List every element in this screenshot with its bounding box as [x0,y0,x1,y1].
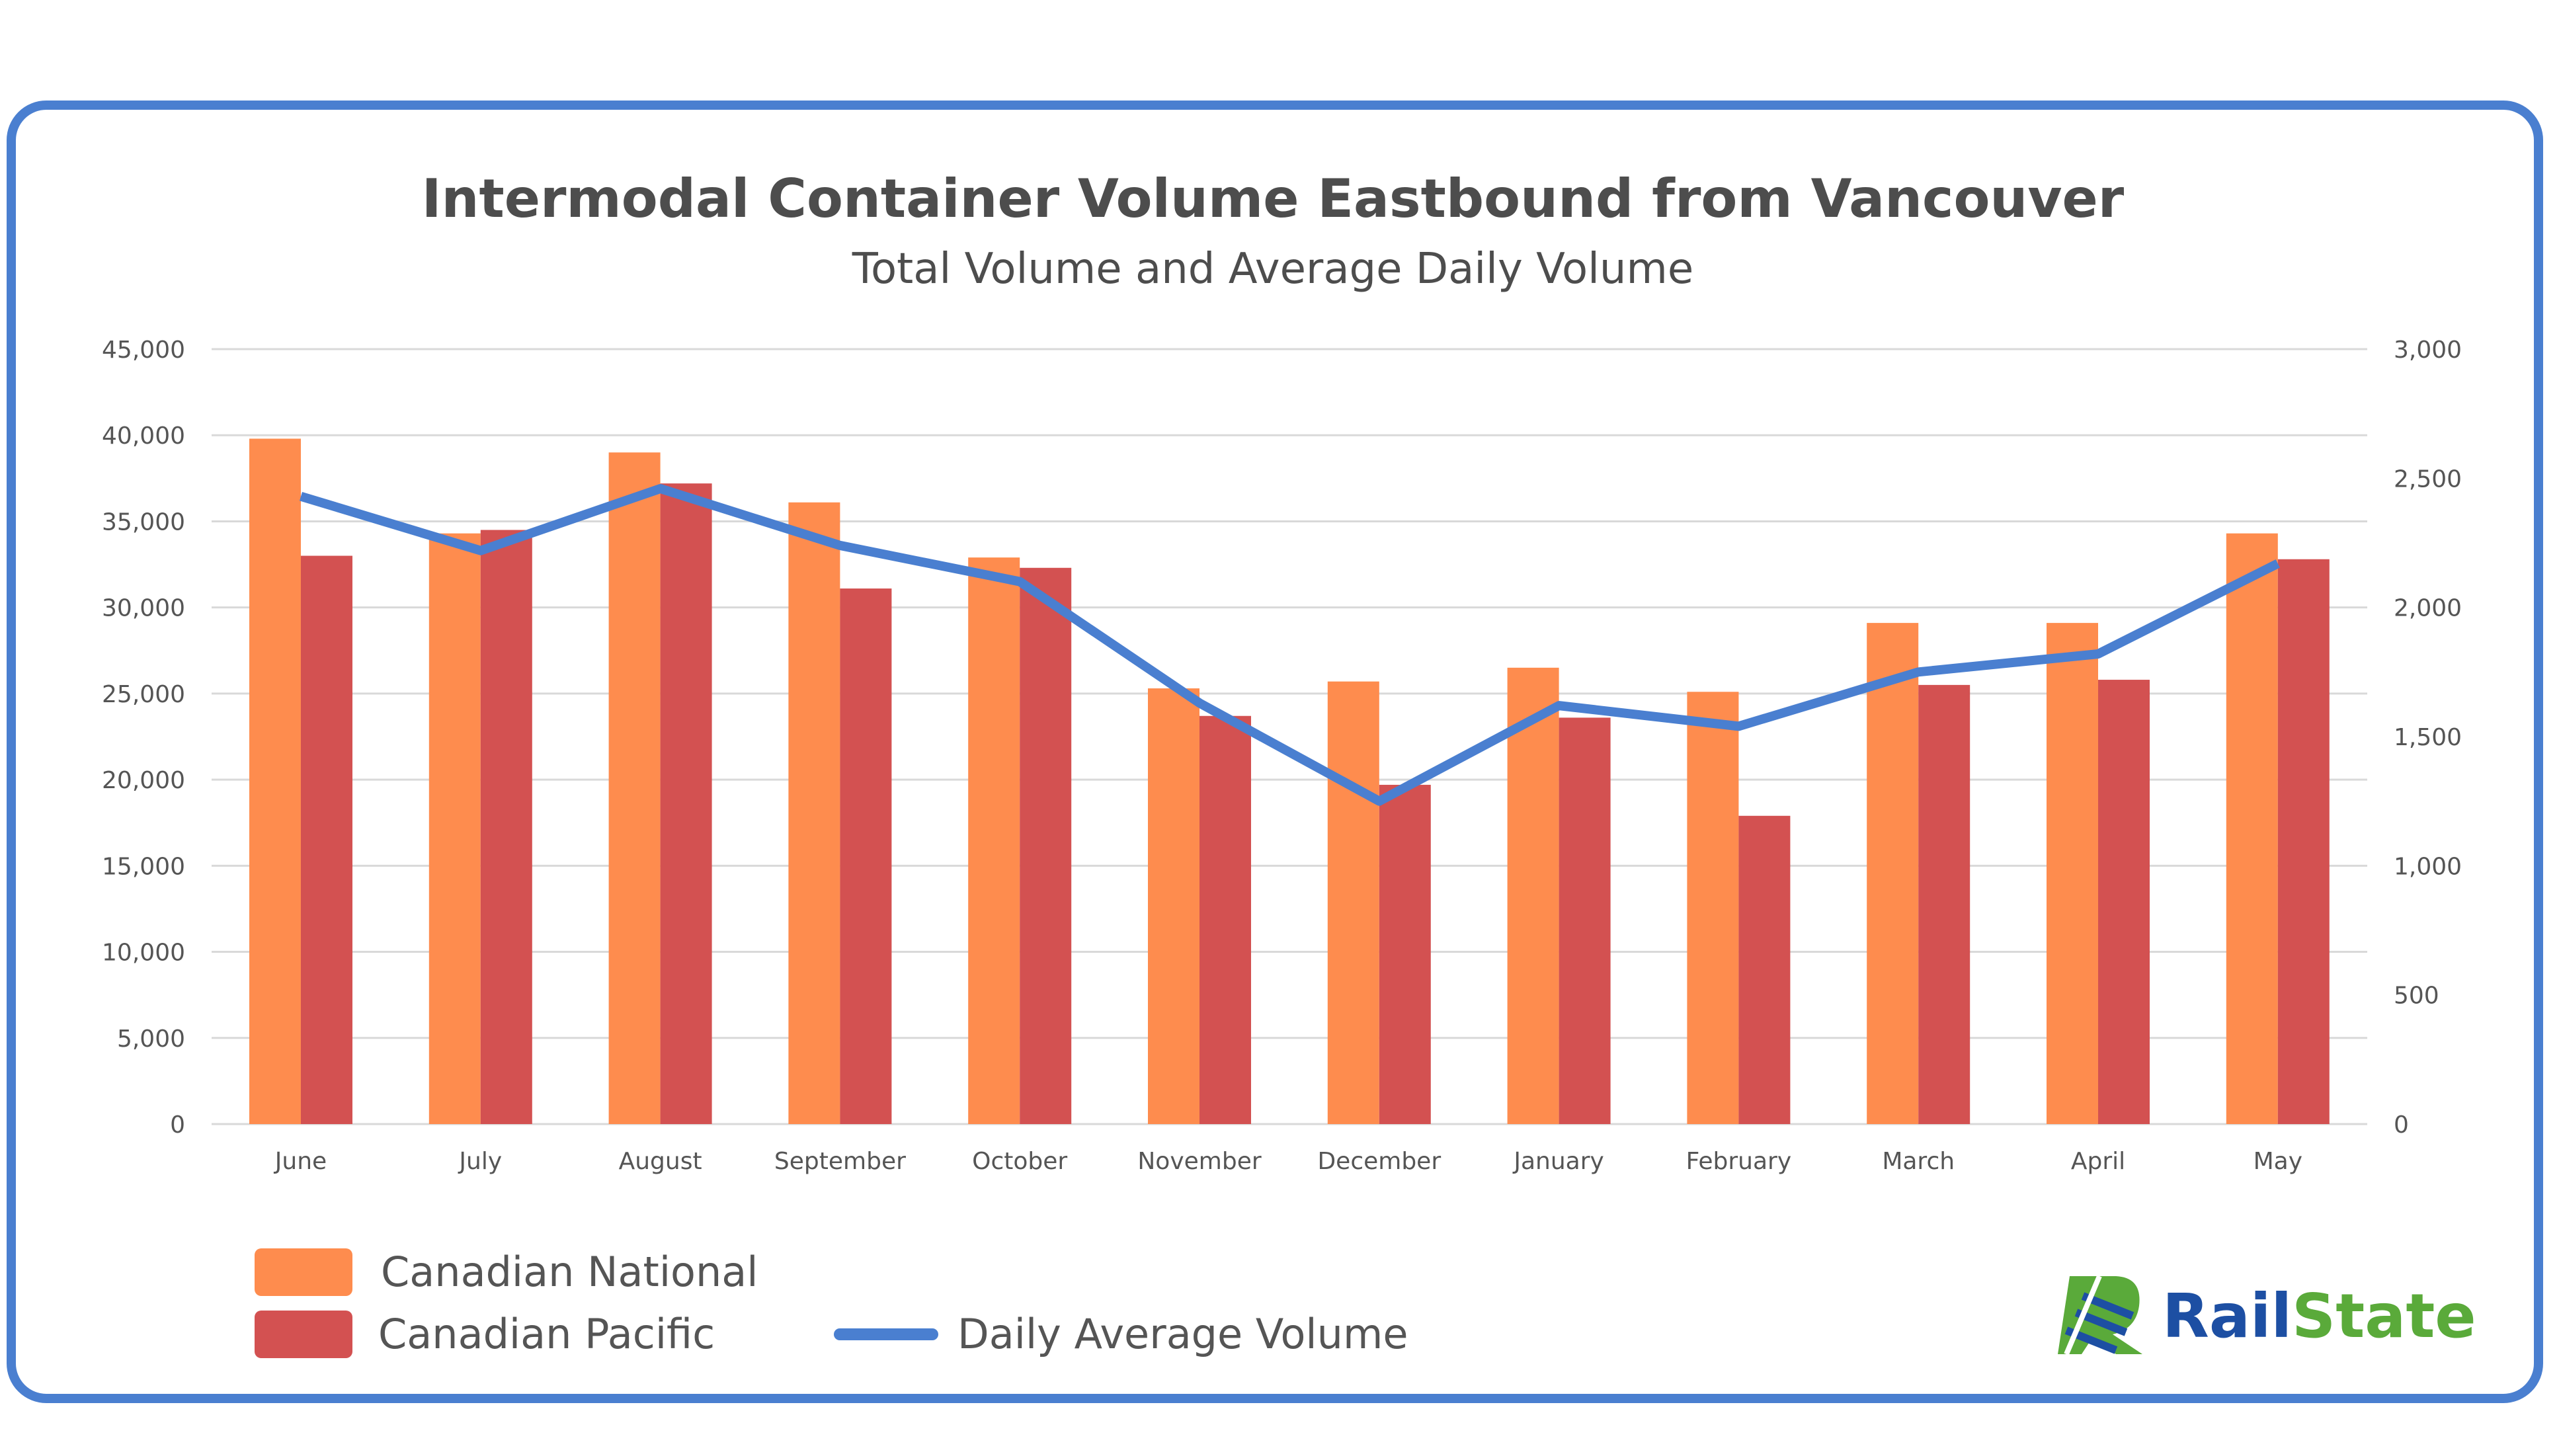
bar-canadian-national [1867,623,1919,1124]
chart-subtitle: Total Volume and Average Daily Volume [852,245,1693,294]
legend-label-canadian-pacific: Canadian Pacific [378,1310,715,1358]
line-daily-average-volume [299,483,2280,806]
bar-canadian-pacific [2277,559,2330,1124]
legend-label-canadian-national: Canadian National [381,1248,758,1296]
bar-canadian-pacific [1379,784,1431,1124]
right-tick-label: 1,000 [2394,853,2462,880]
x-tick-label: April [2071,1148,2125,1175]
bar-canadian-national [1687,692,1739,1124]
right-tick-label: 3,000 [2394,337,2462,364]
left-axis-ticks: 0 5,000 10,000 15,000 20,000 25,000 30,000 35,0… [102,337,185,1139]
bar-canadian-pacific [1559,717,1611,1124]
x-tick-label: September [774,1148,906,1175]
right-tick-label: 2,500 [2394,465,2462,493]
x-tick-label: November [1137,1148,1261,1175]
bar-canadian-national [428,533,481,1124]
x-tick-label: February [1686,1148,1792,1175]
x-tick-label: May [2254,1148,2302,1175]
railstate-logo-mark-icon [2058,1275,2142,1355]
x-tick-label: July [458,1148,502,1175]
bar-canadian-pacific [2098,680,2150,1124]
left-tick-label: 45,000 [102,337,185,364]
bar-canadian-national [1507,667,1559,1124]
left-tick-label: 0 [170,1112,185,1139]
right-tick-label: 1,500 [2394,724,2462,751]
railstate-logo: RailState [2058,1275,2476,1355]
legend-swatch-canadian-pacific [255,1311,352,1358]
gridlines [212,348,2367,1125]
x-tick-label: August [619,1148,702,1175]
bar-canadian-national [1148,688,1199,1124]
left-tick-label: 25,000 [102,681,185,708]
bar-canadian-national [2047,623,2098,1124]
x-tick-label: June [274,1148,327,1175]
left-tick-label: 15,000 [102,853,185,880]
bars [249,438,2330,1124]
railstate-logo-text: RailState [2162,1281,2476,1352]
legend: Canadian National Canadian Pacific Daily… [255,1248,1408,1358]
legend-swatch-canadian-national [255,1248,352,1296]
chart-title: Intermodal Container Volume Eastbound fr… [422,168,2125,229]
bar-canadian-pacific [1738,815,1791,1124]
left-tick-label: 20,000 [102,767,185,794]
bar-canadian-national [2226,533,2278,1124]
bar-canadian-national [608,452,661,1124]
x-tick-label: March [1882,1148,1955,1175]
bar-canadian-pacific [840,588,892,1124]
left-tick-label: 40,000 [102,423,185,450]
bar-canadian-pacific [660,483,712,1124]
x-tick-label: January [1512,1148,1604,1175]
right-axis-ticks: 0 500 1,000 1,500 2,000 2,500 3,000 [2394,337,2462,1139]
bar-canadian-national [1327,681,1379,1124]
category-labels: June July August September October November De… [274,1148,2302,1175]
bar-canadian-pacific [480,530,532,1124]
x-tick-label: October [972,1148,1067,1175]
bar-canadian-national [968,557,1020,1124]
left-tick-label: 35,000 [102,508,185,536]
left-tick-label: 5,000 [117,1026,185,1053]
x-tick-label: December [1317,1148,1441,1175]
right-tick-label: 500 [2394,983,2439,1010]
bar-canadian-national [249,438,301,1124]
legend-label-daily-average: Daily Average Volume [957,1310,1408,1358]
daily-average-line [299,483,2280,806]
bar-canadian-pacific [301,555,352,1124]
left-tick-label: 10,000 [102,940,185,967]
bar-canadian-pacific [1918,684,1970,1124]
right-tick-label: 0 [2394,1112,2409,1139]
bar-canadian-pacific [1199,715,1251,1124]
right-tick-label: 2,000 [2394,595,2462,622]
bar-canadian-pacific [1020,567,1072,1124]
bar-canadian-national [788,502,840,1124]
left-tick-label: 30,000 [102,595,185,622]
